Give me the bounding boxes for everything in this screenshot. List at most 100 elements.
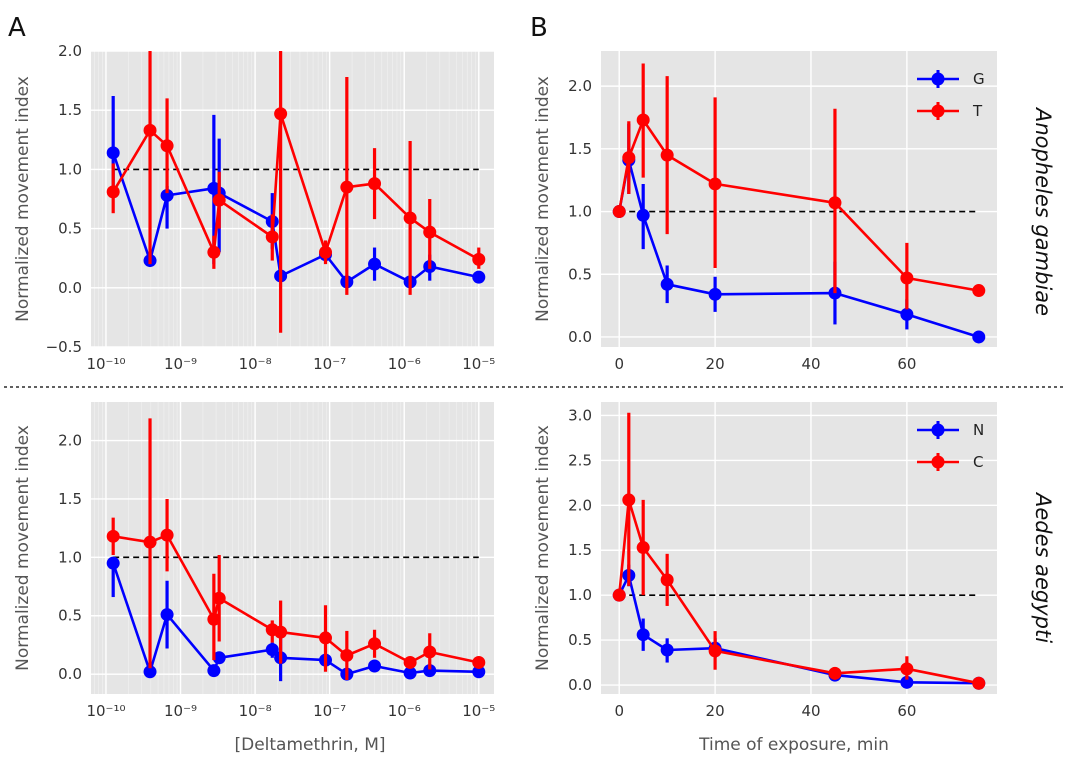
- data-point: [368, 257, 382, 271]
- row-label-aedes: Aedes aegypti: [1031, 491, 1055, 643]
- y-tick-label: 1.0: [58, 160, 82, 178]
- data-point: [660, 148, 674, 162]
- chart-top-left: 10⁻¹⁰ 10⁻⁹ 10⁻⁸ 10⁻⁷ 10⁻⁶ 10⁻⁵ −0.5 0.0 0.5 1.0 1.…: [13, 42, 495, 373]
- xlabel-right: Time of exposure, min: [698, 735, 889, 755]
- y-axis-label: Normalized movement index: [13, 425, 33, 671]
- legend-label: N: [973, 421, 984, 439]
- data-point: [900, 662, 914, 676]
- data-point: [106, 146, 120, 160]
- data-point: [403, 211, 417, 225]
- x-tick-label: 10⁻⁶: [388, 702, 421, 720]
- y-tick-label: 0.5: [58, 607, 82, 625]
- data-point: [274, 107, 288, 121]
- y-tick-label: 0.5: [58, 220, 82, 238]
- x-tick-label: 40: [801, 702, 820, 720]
- data-point: [708, 644, 722, 658]
- data-point: [106, 556, 120, 570]
- data-point: [274, 625, 288, 639]
- x-tick-label: 10⁻⁷: [313, 355, 346, 373]
- data-point: [423, 645, 437, 659]
- row-label-anopheles: Anopheles gambiae: [1031, 106, 1055, 316]
- data-point: [900, 675, 914, 689]
- data-point: [612, 205, 626, 219]
- data-point: [972, 330, 986, 344]
- data-point: [265, 643, 279, 657]
- data-point: [972, 676, 986, 690]
- x-tick-label: 20: [706, 355, 725, 373]
- y-tick-label: 0.5: [568, 631, 592, 649]
- chart-bottom-left: 10⁻¹⁰ 10⁻⁹ 10⁻⁸ 10⁻⁷ 10⁻⁶ 10⁻⁵ 0.0 0.5 1.0 1.5 2.0…: [13, 402, 495, 720]
- y-tick-label: 1.0: [568, 203, 592, 221]
- y-tick-label: 0.0: [568, 676, 592, 694]
- y-tick-label: 0.5: [568, 265, 592, 283]
- data-point: [319, 631, 333, 645]
- data-point: [403, 666, 417, 680]
- data-point: [472, 252, 486, 266]
- legend-marker: [931, 455, 945, 469]
- legend-marker: [931, 72, 945, 86]
- data-point: [828, 196, 842, 210]
- y-tick-label: 0.0: [568, 328, 592, 346]
- data-point: [160, 608, 174, 622]
- data-point: [207, 664, 221, 678]
- data-point: [212, 193, 226, 207]
- data-point: [972, 284, 986, 298]
- data-point: [423, 664, 437, 678]
- x-tick-label: 0: [614, 702, 624, 720]
- data-point: [900, 307, 914, 321]
- data-point: [368, 637, 382, 651]
- y-axis-label: Normalized movement index: [13, 76, 33, 322]
- series-red: [612, 412, 986, 690]
- x-tick-label: 60: [897, 355, 916, 373]
- chart-top-right: 0 20 40 60 0.0 0.5 1.0 1.5 2.0 Normalized movemen…: [533, 51, 997, 373]
- data-point: [212, 651, 226, 665]
- data-point: [708, 287, 722, 301]
- series-line: [617, 118, 980, 292]
- y-tick-label: 2.0: [58, 42, 82, 60]
- data-point: [106, 529, 120, 543]
- data-point: [660, 573, 674, 587]
- data-point: [368, 177, 382, 191]
- x-tick-label: 10⁻⁷: [313, 702, 346, 720]
- data-point: [368, 659, 382, 673]
- legend-marker: [931, 423, 945, 437]
- y-tick-label: 1.5: [568, 140, 592, 158]
- series-red: [612, 63, 986, 310]
- plot-background: [601, 402, 997, 694]
- data-point: [403, 655, 417, 669]
- data-point: [622, 151, 636, 165]
- x-tick-label: 10⁻⁸: [239, 355, 272, 373]
- data-point: [340, 180, 354, 194]
- y-axis-label: Normalized movement index: [533, 425, 553, 671]
- x-tick-label: 10⁻⁹: [164, 355, 197, 373]
- series-line: [618, 574, 979, 685]
- data-point: [160, 528, 174, 542]
- data-point: [708, 177, 722, 191]
- x-tick-label: 40: [801, 355, 820, 373]
- data-point: [636, 541, 650, 555]
- data-point: [143, 123, 157, 137]
- y-tick-label: 2.5: [568, 451, 592, 469]
- x-tick-label: 10⁻⁹: [164, 702, 197, 720]
- x-tick-label: 10⁻⁵: [462, 702, 495, 720]
- y-tick-label: 1.5: [568, 541, 592, 559]
- x-tick-label: 0: [614, 355, 624, 373]
- x-tick-label: 10⁻¹⁰: [86, 355, 125, 373]
- data-point: [472, 270, 486, 284]
- data-point: [340, 648, 354, 662]
- y-tick-label: 2.0: [58, 432, 82, 450]
- y-tick-label: 1.0: [568, 586, 592, 604]
- x-tick-label: 60: [897, 702, 916, 720]
- y-tick-label: 1.5: [58, 490, 82, 508]
- series-red: [106, 51, 486, 333]
- data-point: [143, 535, 157, 549]
- y-tick-label: 0.0: [58, 279, 82, 297]
- data-point: [636, 113, 650, 127]
- data-point: [319, 245, 333, 259]
- y-tick-label: 1.0: [58, 548, 82, 566]
- data-point: [472, 665, 486, 679]
- data-point: [660, 277, 674, 291]
- data-point: [622, 493, 636, 507]
- y-tick-label: 2.0: [568, 77, 592, 95]
- panel-letter-a: A: [8, 13, 26, 43]
